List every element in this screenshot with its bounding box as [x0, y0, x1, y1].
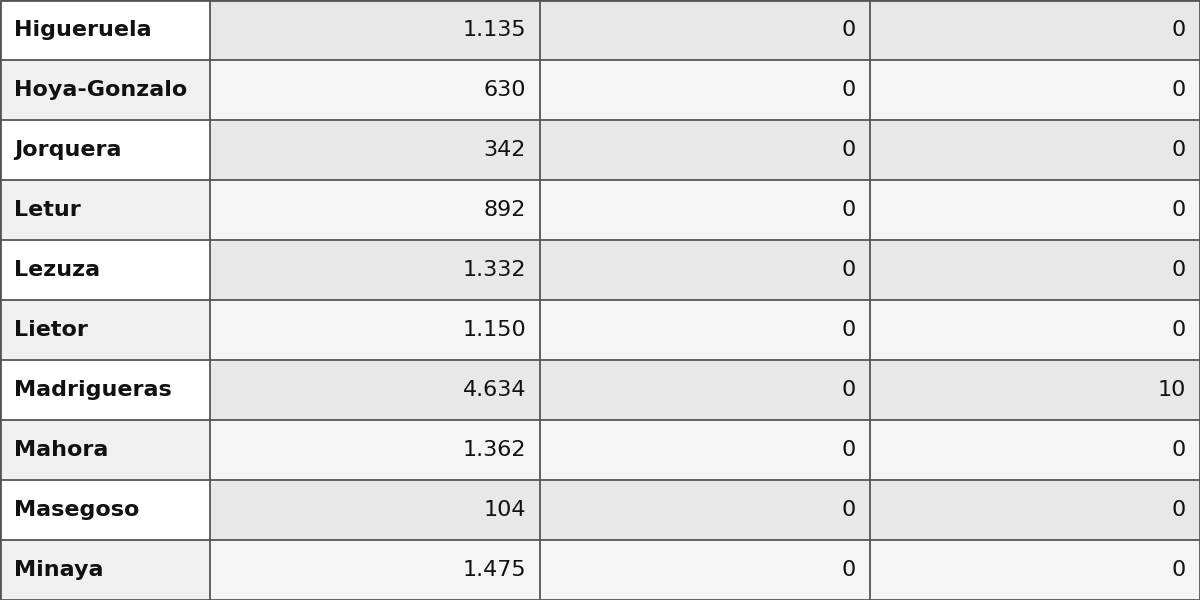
Text: 0: 0	[841, 560, 856, 580]
Text: 0: 0	[841, 260, 856, 280]
Text: Lezuza: Lezuza	[14, 260, 100, 280]
Bar	[210, 240, 540, 300]
Bar	[210, 480, 540, 540]
Bar	[0, 540, 210, 600]
Text: Jorquera: Jorquera	[14, 140, 121, 160]
Text: 1.362: 1.362	[462, 440, 526, 460]
Text: 0: 0	[1171, 440, 1186, 460]
Text: 0: 0	[1171, 320, 1186, 340]
Text: 0: 0	[841, 380, 856, 400]
Text: 0: 0	[1171, 560, 1186, 580]
Text: 1.150: 1.150	[462, 320, 526, 340]
Bar	[210, 540, 540, 600]
Text: 0: 0	[1171, 500, 1186, 520]
Bar	[870, 480, 1200, 540]
Bar	[870, 540, 1200, 600]
Bar	[0, 120, 210, 180]
Bar	[870, 300, 1200, 360]
Bar	[210, 120, 540, 180]
Bar	[870, 360, 1200, 420]
Text: 342: 342	[484, 140, 526, 160]
Text: 4.634: 4.634	[462, 380, 526, 400]
Bar	[540, 120, 870, 180]
Text: 0: 0	[841, 80, 856, 100]
Text: 0: 0	[841, 320, 856, 340]
Bar	[0, 420, 210, 480]
Bar	[540, 480, 870, 540]
Text: 0: 0	[1171, 140, 1186, 160]
Text: Higueruela: Higueruela	[14, 20, 151, 40]
Text: 0: 0	[841, 140, 856, 160]
Text: 0: 0	[841, 200, 856, 220]
Text: 1.332: 1.332	[462, 260, 526, 280]
Bar	[540, 60, 870, 120]
Bar	[870, 120, 1200, 180]
Bar	[0, 180, 210, 240]
Bar	[210, 360, 540, 420]
Text: 630: 630	[484, 80, 526, 100]
Text: Mahora: Mahora	[14, 440, 108, 460]
Text: Madrigueras: Madrigueras	[14, 380, 172, 400]
Bar	[540, 420, 870, 480]
Bar	[540, 540, 870, 600]
Bar	[0, 240, 210, 300]
Bar	[540, 240, 870, 300]
Text: Letur: Letur	[14, 200, 80, 220]
Bar	[0, 480, 210, 540]
Text: 104: 104	[484, 500, 526, 520]
Text: 0: 0	[841, 20, 856, 40]
Text: 0: 0	[841, 500, 856, 520]
Bar	[870, 420, 1200, 480]
Text: Minaya: Minaya	[14, 560, 103, 580]
Bar	[870, 240, 1200, 300]
Bar	[0, 60, 210, 120]
Bar	[0, 360, 210, 420]
Bar	[870, 180, 1200, 240]
Text: 1.475: 1.475	[462, 560, 526, 580]
Bar	[870, 0, 1200, 60]
Bar	[210, 420, 540, 480]
Bar	[870, 60, 1200, 120]
Text: Masegoso: Masegoso	[14, 500, 139, 520]
Text: Hoya-Gonzalo: Hoya-Gonzalo	[14, 80, 187, 100]
Bar	[540, 300, 870, 360]
Text: 1.135: 1.135	[462, 20, 526, 40]
Text: 10: 10	[1158, 380, 1186, 400]
Text: Lietor: Lietor	[14, 320, 88, 340]
Text: 0: 0	[1171, 260, 1186, 280]
Bar	[540, 360, 870, 420]
Bar	[210, 60, 540, 120]
Bar	[540, 0, 870, 60]
Bar	[210, 300, 540, 360]
Bar	[0, 0, 210, 60]
Bar	[540, 180, 870, 240]
Bar	[210, 180, 540, 240]
Text: 892: 892	[484, 200, 526, 220]
Bar	[210, 0, 540, 60]
Text: 0: 0	[841, 440, 856, 460]
Text: 0: 0	[1171, 200, 1186, 220]
Bar	[0, 300, 210, 360]
Text: 0: 0	[1171, 80, 1186, 100]
Text: 0: 0	[1171, 20, 1186, 40]
